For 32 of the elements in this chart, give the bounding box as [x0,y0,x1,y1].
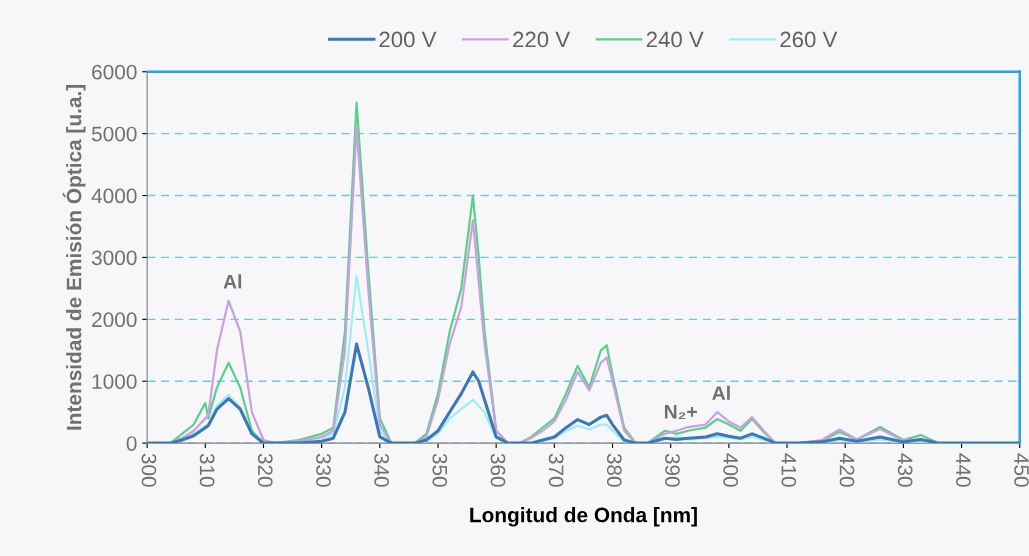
x-tick-label: 440 [955,453,971,487]
legend-label: 240 V [646,31,704,48]
annotation: Al [712,385,730,400]
x-tick-label: 400 [723,453,739,487]
y-tick-label: 2000 [92,312,137,328]
annotation: N₂+ [664,405,697,419]
x-tick-label: 350 [432,453,448,487]
x-tick-label: 360 [490,453,506,487]
y-tick-label: 5000 [91,126,137,142]
legend-label: 200 V [379,31,437,48]
y-tick-label: 1000 [92,374,137,389]
x-tick-label: 450 [1014,453,1029,487]
legend-label: 260 V [780,31,838,48]
x-tick-label: 330 [316,453,331,487]
y-tick-label: 3000 [91,250,137,266]
x-tick-label: 420 [839,453,855,487]
x-tick-label: 410 [781,453,797,487]
y-axis-title: Intensidad de Emisión Óptica [u.a.] [62,84,86,430]
annotation: Al [223,274,242,289]
y-tick-label: 6000 [92,64,137,80]
x-tick-label: 340 [374,453,389,487]
x-tick-label: 370 [548,453,564,487]
x-axis-title: Longitud de Onda [nm] [470,507,697,527]
y-tick-label: 4000 [91,188,137,204]
x-tick-label: 320 [257,453,273,487]
x-tick-label: 380 [606,453,622,487]
y-tick-label: 0 [126,436,137,451]
legend-label: 220 V [513,31,571,48]
x-tick-label: 390 [665,453,680,487]
x-tick-label: 310 [199,453,215,487]
x-tick-label: 300 [141,453,157,487]
x-tick-label: 430 [897,453,913,487]
